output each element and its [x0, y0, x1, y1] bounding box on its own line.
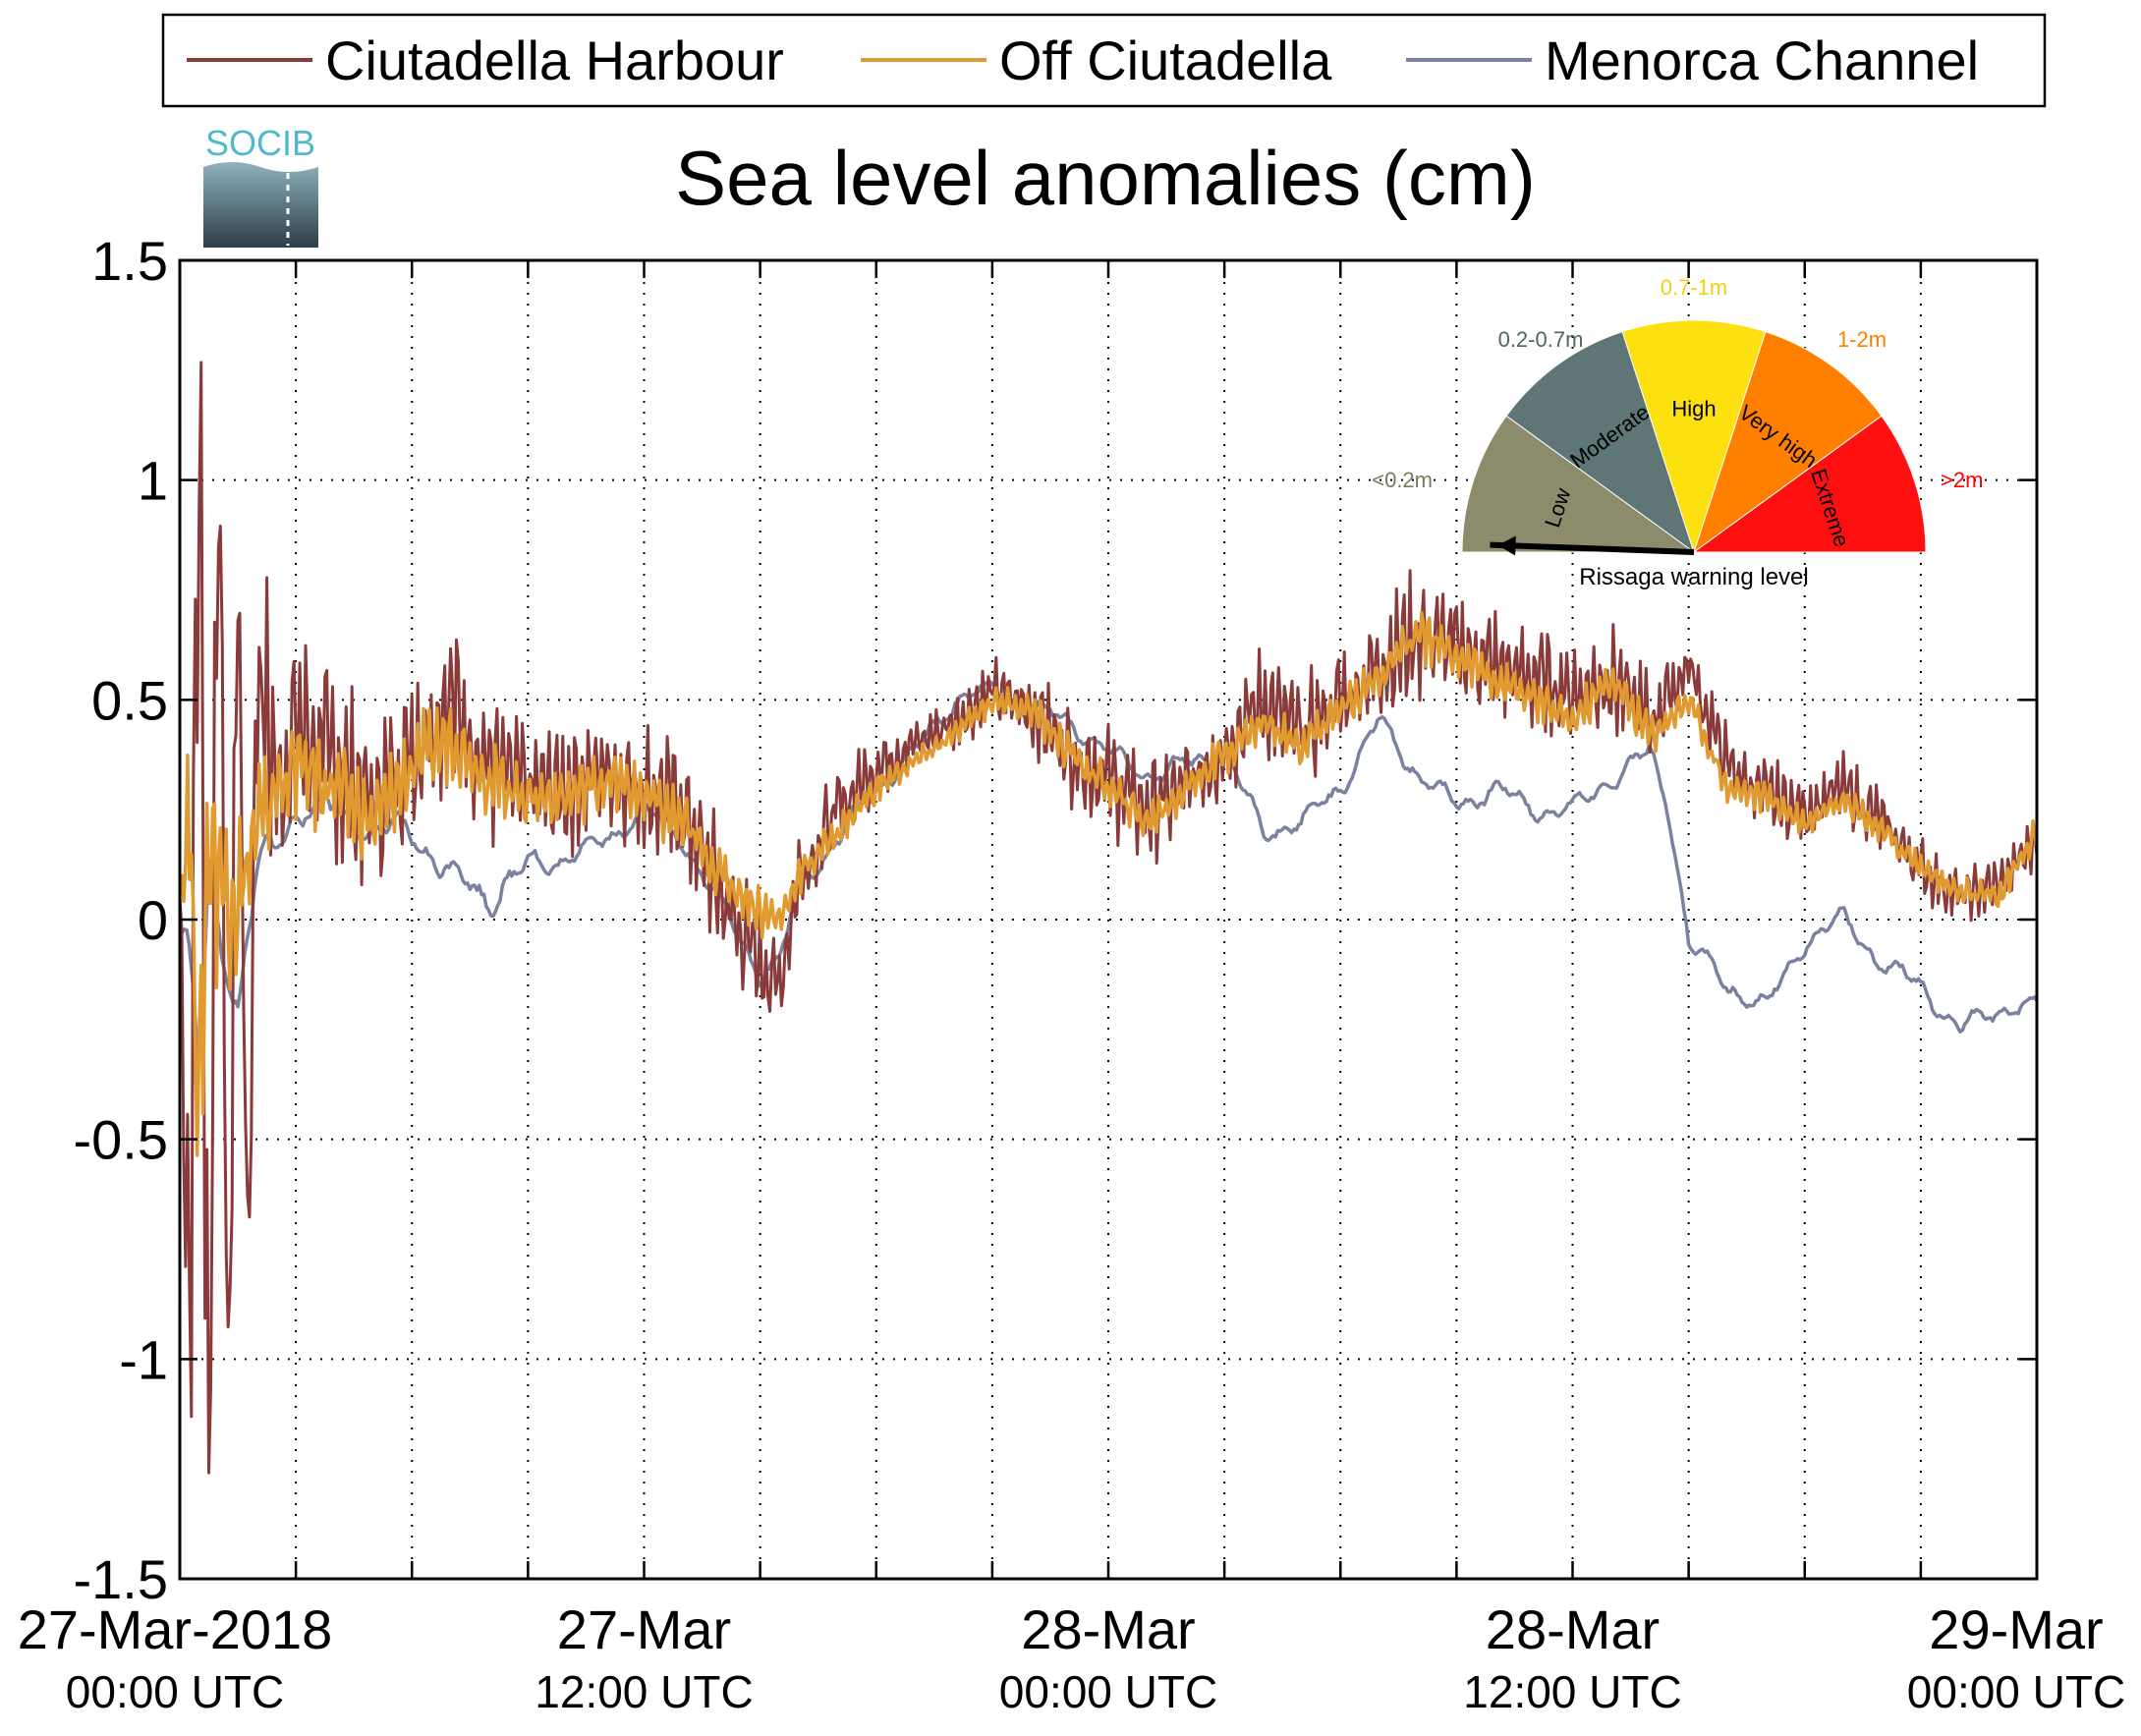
gauge-segments	[1461, 319, 1927, 554]
x-tick-label-date: 29-Mar	[1929, 1598, 2103, 1660]
x-tick-label-date: 27-Mar	[557, 1598, 731, 1660]
gauge-range-low: <0.2m	[1372, 468, 1433, 492]
y-tick-label: 0.5	[91, 669, 168, 731]
x-tick-label-time: 12:00 UTC	[535, 1666, 753, 1717]
y-tick-label: 1.5	[91, 230, 168, 292]
x-tick-label-date: 28-Mar	[1486, 1598, 1660, 1660]
series-layer	[180, 361, 2037, 1475]
y-tick-label: -1	[119, 1328, 168, 1390]
legend-box	[161, 13, 2047, 108]
logo-wave-block	[203, 161, 318, 248]
legend-label-menorca-channel: Menorca Channel	[1545, 29, 1979, 91]
y-tick-label: -1.5	[74, 1548, 169, 1610]
x-tick-label-time: 00:00 UTC	[66, 1666, 284, 1717]
gauge-range-extreme: >2m	[1941, 468, 1983, 492]
legend-label-ciutadella-harbour: Ciutadella Harbour	[325, 29, 784, 91]
y-tick-label: 1	[138, 450, 168, 512]
legend-label-off-ciutadella: Off Ciutadella	[999, 29, 1332, 91]
series-line-ciutadella-harbour	[180, 361, 2037, 1475]
y-axis-tick-labels: -1.5 -1 -0.5 0 0.5 1 1.5	[74, 230, 169, 1610]
x-axis-tick-labels: 27-Mar-2018 00:00 UTC 27-Mar 12:00 UTC 28-Ma…	[18, 1598, 2126, 1717]
gauge-caption: Rissaga warning level	[1579, 564, 1808, 590]
gauge-range-very-high: 1-2m	[1837, 327, 1887, 352]
gauge-range-high: 0.7-1m	[1661, 275, 1727, 300]
y-tick-label: -0.5	[74, 1109, 169, 1171]
socib-logo: SOCIB	[203, 123, 318, 248]
ticks	[178, 258, 2039, 1581]
x-tick-label-date: 27-Mar-2018	[18, 1598, 333, 1660]
x-tick-label-time: 12:00 UTC	[1463, 1666, 1681, 1717]
grid	[180, 260, 2037, 1579]
y-tick-label: 0	[138, 889, 168, 951]
x-tick-label-date: 28-Mar	[1021, 1598, 1195, 1660]
chart-title: Sea level anomalies (cm)	[675, 135, 1536, 221]
gauge-label-high: High	[1671, 397, 1716, 421]
gauge-range-moderate: 0.2-0.7m	[1498, 327, 1584, 352]
gauge-pointer-arrowhead	[1497, 535, 1516, 556]
gauge-segment-extreme	[1692, 415, 1927, 553]
gauge-pointer	[1490, 541, 1695, 555]
x-tick-label-time: 00:00 UTC	[1907, 1666, 2125, 1717]
logo-wave-shape	[203, 161, 318, 172]
gauge-segment-high	[1621, 319, 1767, 554]
series-line-off-ciutadella	[180, 610, 2037, 1157]
gauge-segment-moderate	[1505, 330, 1695, 554]
gauge-range-labels: <0.2m 0.2-0.7m 0.7-1m 1-2m >2m	[1372, 275, 1983, 492]
gauge-segment-very-high	[1693, 330, 1883, 554]
legend: Ciutadella Harbour Off Ciutadella Menorc…	[161, 13, 2047, 108]
gauge-segment-low	[1461, 415, 1696, 553]
x-tick-label-time: 00:00 UTC	[999, 1666, 1217, 1717]
logo-text: SOCIB	[205, 123, 315, 163]
